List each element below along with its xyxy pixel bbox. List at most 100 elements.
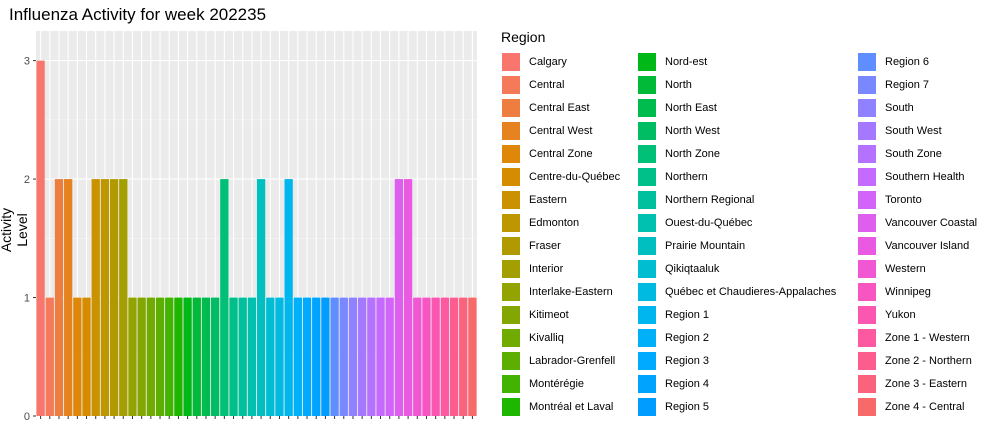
- legend-label: South: [885, 101, 914, 114]
- bar: [321, 297, 330, 416]
- legend-swatch: [857, 74, 877, 95]
- legend-swatch: [857, 258, 877, 279]
- legend-label: Interior: [529, 262, 564, 275]
- legend-swatch: [637, 166, 657, 187]
- legend-swatch: [501, 258, 521, 279]
- legend-label: Québec et Chaudieres-Appalaches: [665, 285, 837, 298]
- legend-item: Prairie Mountain: [637, 234, 836, 257]
- legend-item: Central West: [501, 119, 620, 142]
- bar: [174, 297, 183, 416]
- legend-label: Labrador-Grenfell: [529, 354, 616, 367]
- legend-item: Montérégie: [501, 372, 620, 395]
- bar: [284, 179, 293, 416]
- legend-swatch: [501, 166, 521, 187]
- bar: [403, 179, 413, 416]
- bar: [128, 297, 137, 416]
- bar: [302, 297, 312, 416]
- legend-item: Centre-du-Québec: [501, 165, 620, 188]
- legend-label: Zone 2 - Northern: [885, 354, 972, 367]
- legend-item: Zone 4 - Central: [857, 395, 977, 418]
- legend-column: Nord-est North North East North West North Z…: [637, 50, 836, 418]
- legend-label: Toronto: [885, 193, 922, 206]
- bar: [440, 297, 449, 416]
- legend-swatch: [857, 235, 877, 256]
- bar: [459, 297, 468, 416]
- bar: [376, 297, 385, 416]
- legend-label: North West: [665, 124, 720, 137]
- legend-swatch: [501, 189, 521, 210]
- legend-label: Zone 4 - Central: [885, 400, 965, 413]
- legend-label: South West: [885, 124, 942, 137]
- legend-label: Central Zone: [529, 147, 593, 160]
- legend-label: North East: [665, 101, 717, 114]
- legend-label: Ouest-du-Québec: [665, 216, 753, 229]
- legend-swatch: [501, 373, 521, 394]
- legend-swatch: [857, 120, 877, 141]
- legend-item: Region 6: [857, 50, 977, 73]
- legend-label: Southern Health: [885, 170, 965, 183]
- plot-panel: [36, 31, 477, 416]
- legend-swatch: [637, 373, 657, 394]
- legend-item: Northern Regional: [637, 188, 836, 211]
- legend-label: Central West: [529, 124, 593, 137]
- legend-label: Region 1: [665, 308, 710, 321]
- legend-label: Zone 3 - Eastern: [885, 377, 967, 390]
- legend-item: Southern Health: [857, 165, 977, 188]
- legend-label: Qikiqtaaluk: [665, 262, 720, 275]
- legend-item: Québec et Chaudieres-Appalaches: [637, 280, 836, 303]
- legend-swatch: [857, 212, 877, 233]
- legend-swatch: [637, 235, 657, 256]
- legend-item: Central Zone: [501, 142, 620, 165]
- legend-swatch: [857, 373, 877, 394]
- legend-label: Yukon: [885, 308, 916, 321]
- legend-swatch: [857, 189, 877, 210]
- legend-item: Kitimeot: [501, 303, 620, 326]
- legend-label: Northern: [665, 170, 708, 183]
- legend-item: North: [637, 73, 836, 96]
- bar: [385, 297, 394, 416]
- legend-item: Region 1: [637, 303, 836, 326]
- bar: [73, 297, 82, 416]
- legend-label: Northern Regional: [665, 193, 755, 206]
- bar: [155, 297, 165, 416]
- legend-item: North Zone: [637, 142, 836, 165]
- legend-item: Ouest-du-Québec: [637, 211, 836, 234]
- legend-item: Qikiqtaaluk: [637, 257, 836, 280]
- legend-swatch: [637, 189, 657, 210]
- legend-swatch: [857, 396, 877, 417]
- bar: [330, 297, 339, 416]
- legend-label: North: [665, 78, 692, 91]
- legend-label: Zone 1 - Western: [885, 331, 970, 344]
- legend-swatch: [637, 97, 657, 118]
- bar: [238, 297, 247, 416]
- legend-item: Fraser: [501, 234, 620, 257]
- legend-item: Calgary: [501, 50, 620, 73]
- legend-item: Region 7: [857, 73, 977, 96]
- legend-label: Region 7: [885, 78, 930, 91]
- bar: [312, 297, 321, 416]
- legend-swatch: [637, 212, 657, 233]
- bar: [36, 60, 45, 416]
- bar: [54, 179, 64, 416]
- legend-item: Western: [857, 257, 977, 280]
- legend-title: Region: [501, 29, 546, 45]
- legend-label: Region 2: [665, 331, 710, 344]
- legend-item: Northern: [637, 165, 836, 188]
- legend-label: Region 5: [665, 400, 710, 413]
- legend-label: Region 3: [665, 354, 710, 367]
- legend-swatch: [637, 51, 657, 72]
- legend-item: Zone 1 - Western: [857, 326, 977, 349]
- legend-swatch: [857, 51, 877, 72]
- chart-title: Influenza Activity for week 202235: [9, 5, 267, 24]
- bar: [201, 297, 211, 416]
- legend-swatch: [637, 74, 657, 95]
- legend-swatch: [637, 327, 657, 348]
- bar: [119, 179, 128, 416]
- legend-swatch: [637, 281, 657, 302]
- legend-swatch: [637, 350, 657, 371]
- legend-item: Interior: [501, 257, 620, 280]
- bar: [109, 179, 119, 416]
- legend-column: Region 6 Region 7 South South West South Zon…: [857, 50, 977, 418]
- bar: [192, 297, 201, 416]
